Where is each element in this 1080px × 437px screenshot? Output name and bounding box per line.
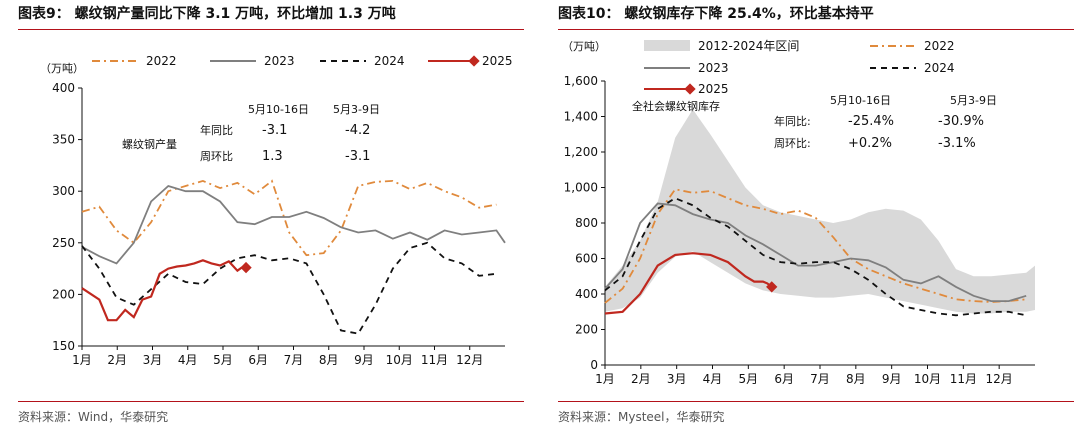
y-unit-label: （万吨） (562, 40, 606, 53)
y-tick-label: 800 (575, 216, 598, 230)
title-divider (558, 29, 1074, 30)
y-unit-label: （万吨） (40, 62, 84, 75)
x-tick-label: 4月 (703, 372, 723, 386)
y-tick-label: 350 (52, 133, 75, 147)
series-2025-end-marker (240, 261, 252, 274)
annotation-row-current: 1.3 (262, 149, 283, 164)
legend-item-2023-label: 2023 (698, 61, 729, 75)
y-tick-label: 300 (52, 184, 75, 198)
source-note: 资料来源：Mysteel，华泰研究 (558, 410, 725, 424)
annotation-row-previous: -30.9% (938, 114, 984, 129)
legend-item-2023-label: 2023 (264, 54, 295, 68)
x-tick-label: 7月 (284, 353, 304, 367)
annotation-title: 全社会螺纹钢库存 (632, 99, 720, 113)
source-note: 资料来源：Wind，华泰研究 (18, 410, 169, 424)
chart-panel-left: 图表9： 螺纹钢产量同比下降 3.1 万吨，环比增加 1.3 万吨 150 200… (0, 0, 530, 437)
annotation-row-current: -25.4% (848, 114, 894, 129)
legend-item-2024-label: 2024 (924, 61, 955, 75)
y-tick-label: 400 (575, 287, 598, 301)
series-2024-line (81, 241, 497, 335)
x-tick-label: 2月 (107, 353, 127, 367)
chart-panel-right: 图表10： 螺纹钢库存下降 25.4%，环比基本持平 0 200 400 600 800… (540, 0, 1080, 437)
x-tick-label: 7月 (810, 372, 830, 386)
series-2024-line (604, 197, 1027, 317)
x-tick-label: 3月 (143, 353, 163, 367)
x-tick-label: 8月 (846, 372, 866, 386)
range-band (605, 109, 1035, 314)
legend-item-2022-label: 2022 (924, 39, 955, 53)
legend-item-2025-marker (684, 83, 696, 95)
series-2025-line (81, 259, 246, 322)
series-2022-line (604, 188, 1027, 304)
y-tick-label: 200 (575, 323, 598, 337)
y-tick-label: 1,400 (564, 110, 598, 124)
y-tick-label: 250 (52, 236, 75, 250)
title-divider (18, 29, 524, 30)
footer-divider (558, 401, 1074, 402)
legend-item-band-swatch (644, 40, 690, 51)
x-tick-label: 9月 (354, 353, 374, 367)
y-tick-label: 1,200 (564, 145, 598, 159)
x-tick-label: 6月 (248, 353, 268, 367)
series-2022-line (81, 179, 497, 257)
legend-item-2025-marker (468, 55, 480, 67)
legend-item-2025-label: 2025 (698, 82, 729, 96)
series-2025-line (604, 252, 773, 315)
y-tick-label: 400 (52, 81, 75, 95)
y-tick-label: 150 (52, 339, 75, 353)
x-tick-label: 11月 (950, 372, 977, 386)
y-tick-label: 1,600 (564, 74, 598, 88)
annotation-row-label: 年同比: (774, 114, 811, 128)
annotation-row-previous: -4.2 (345, 123, 370, 138)
y-tick-label: 200 (52, 287, 75, 301)
x-tick-label: 10月 (386, 353, 413, 367)
annotation-row-label: 周环比 (200, 150, 233, 163)
legend-item-2025-label: 2025 (482, 54, 513, 68)
x-tick-label: 11月 (421, 353, 448, 367)
x-tick-label: 9月 (882, 372, 902, 386)
footer-divider (18, 401, 524, 402)
annotation-title: 螺纹钢产量 (122, 137, 177, 151)
annotation-row-previous: -3.1% (938, 136, 976, 151)
x-tick-label: 1月 (72, 353, 92, 367)
chart-svg-left: 150 200 250 300 350 400 （万吨） 1月 2月 3月 4月 5月 6月 7月 8月 9月… (40, 54, 513, 367)
annotation-header-previous: 5月3-9日 (333, 103, 380, 116)
annotation-row-label: 年同比 (200, 123, 233, 137)
x-tick-label: 4月 (178, 353, 198, 367)
y-tick-label: 600 (575, 252, 598, 266)
chart-svg-right: 0 200 400 600 800 1,000 1,200 1,400 1,600 （万吨） 1月 2… (562, 39, 1035, 386)
y-tick-label: 0 (590, 358, 598, 372)
annotation-header-current: 5月10-16日 (248, 103, 309, 116)
x-tick-label: 10月 (914, 372, 941, 386)
x-tick-label: 8月 (319, 353, 339, 367)
x-tick-label: 12月 (456, 353, 483, 367)
chart-title: 图表10： 螺纹钢库存下降 25.4%，环比基本持平 (558, 6, 874, 22)
x-tick-label: 3月 (667, 372, 687, 386)
annotation-row-current: +0.2% (848, 136, 892, 151)
annotation-row-label: 周环比: (774, 137, 811, 150)
x-tick-label: 5月 (739, 372, 759, 386)
annotation-header-previous: 5月3-9日 (950, 94, 997, 107)
x-tick-label: 12月 (986, 372, 1013, 386)
chart-title: 图表9： 螺纹钢产量同比下降 3.1 万吨，环比增加 1.3 万吨 (18, 6, 396, 22)
series-2023-line (81, 184, 506, 265)
legend-item-2022-label: 2022 (146, 54, 177, 68)
annotation-header-current: 5月10-16日 (830, 94, 891, 107)
series-2023-line (604, 202, 1027, 302)
legend-item-2024-label: 2024 (374, 54, 405, 68)
x-tick-label: 5月 (213, 353, 233, 367)
y-tick-label: 1,000 (564, 181, 598, 195)
x-tick-label: 6月 (774, 372, 794, 386)
x-tick-label: 1月 (595, 372, 615, 386)
annotation-row-current: -3.1 (262, 123, 287, 138)
annotation-row-previous: -3.1 (345, 149, 370, 164)
legend-item-band-label: 2012-2024年区间 (698, 39, 799, 53)
x-tick-label: 2月 (631, 372, 651, 386)
